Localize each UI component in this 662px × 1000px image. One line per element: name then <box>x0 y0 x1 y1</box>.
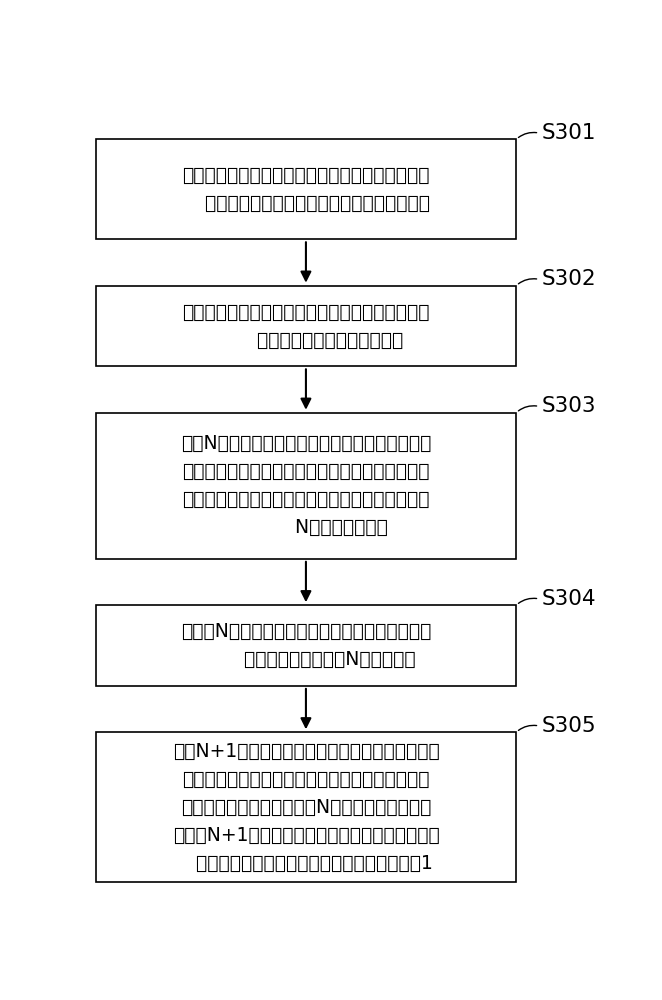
Text: S304: S304 <box>542 589 596 609</box>
Bar <box>95 139 516 239</box>
Text: 根据所述加速度变化曲线图，获得加速度的峰值和
        所述加速度的峰值对应的频率: 根据所述加速度变化曲线图，获得加速度的峰值和 所述加速度的峰值对应的频率 <box>182 302 430 349</box>
Text: S303: S303 <box>542 396 596 416</box>
Text: 若所述N个所述加速度的峰值连续，则对持有所述
        移动终端的用户从第N步开始计数: 若所述N个所述加速度的峰值连续，则对持有所述 移动终端的用户从第N步开始计数 <box>181 622 431 669</box>
Bar <box>95 413 516 559</box>
Text: 统计N个所述加速度的峰值，其中，所述加速度的
峰值大于所述预先设定的加速度阈值且所述加速度
的峰值对应的频率小于所述预先设定的频率阈值，
           : 统计N个所述加速度的峰值，其中，所述加速度的 峰值大于所述预先设定的加速度阈值且… <box>181 434 431 537</box>
Text: 当第N+1个所述加速度的峰值大于所述预先设定的
加速度阈值、所述加速度的峰值对应的频率小于所
述预先设定的频率阈值且第N个所述加速度峰值与
所述第N+1个所述加: 当第N+1个所述加速度的峰值大于所述预先设定的 加速度阈值、所述加速度的峰值对应… <box>173 742 440 873</box>
Text: 获取移动终端中传感器采集的加速度信息，并根据
    所述加速度信息建立对应的加速度变化曲线图: 获取移动终端中传感器采集的加速度信息，并根据 所述加速度信息建立对应的加速度变化… <box>181 166 430 213</box>
Bar <box>95 732 516 882</box>
Bar <box>95 286 516 366</box>
Text: S302: S302 <box>542 269 596 289</box>
Text: S305: S305 <box>542 716 596 736</box>
Text: S301: S301 <box>542 123 596 143</box>
Bar <box>95 605 516 686</box>
